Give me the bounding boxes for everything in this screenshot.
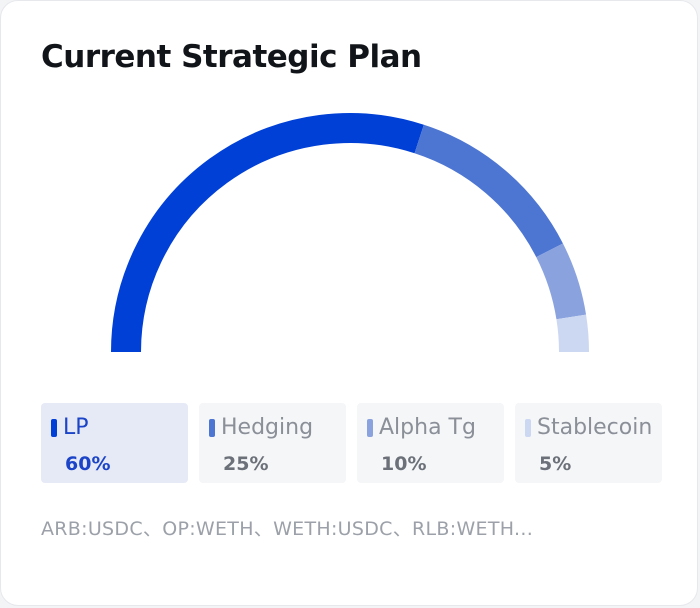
gauge-arc-hedging[interactable] [414,124,563,258]
gauge-arc-lp[interactable] [111,113,424,353]
legend-item-alpha-tg[interactable]: Alpha Tg 10% [357,403,504,483]
legend-item-hedging[interactable]: Hedging 25% [199,403,346,483]
allocation-gauge-chart [111,113,589,353]
legend-label: Hedging [221,415,314,440]
legend-swatch-alpha-tg [367,418,373,437]
legend-value: 10% [381,453,427,475]
legend-value: 60% [65,453,111,475]
card-title: Current Strategic Plan [41,39,422,75]
legend-swatch-hedging [209,418,215,437]
trading-pairs-text: ARB:USDC、OP:WETH、WETH:USDC、RLB:WETH... [41,518,534,540]
legend-item-stablecoin[interactable]: Stablecoin 5% [515,403,662,483]
legend-swatch-lp [51,418,57,437]
legend-label: Stablecoin [537,415,653,440]
legend-label: Alpha Tg [379,415,476,440]
legend-swatch-stablecoin [525,418,531,437]
legend-value: 5% [539,453,572,475]
legend-value: 25% [223,453,269,475]
legend-label: LP [63,415,89,440]
gauge-arc-alpha-tg[interactable] [536,243,587,320]
gauge-arc-stablecoin[interactable] [556,314,589,353]
legend-item-lp[interactable]: LP 60% [41,403,188,483]
